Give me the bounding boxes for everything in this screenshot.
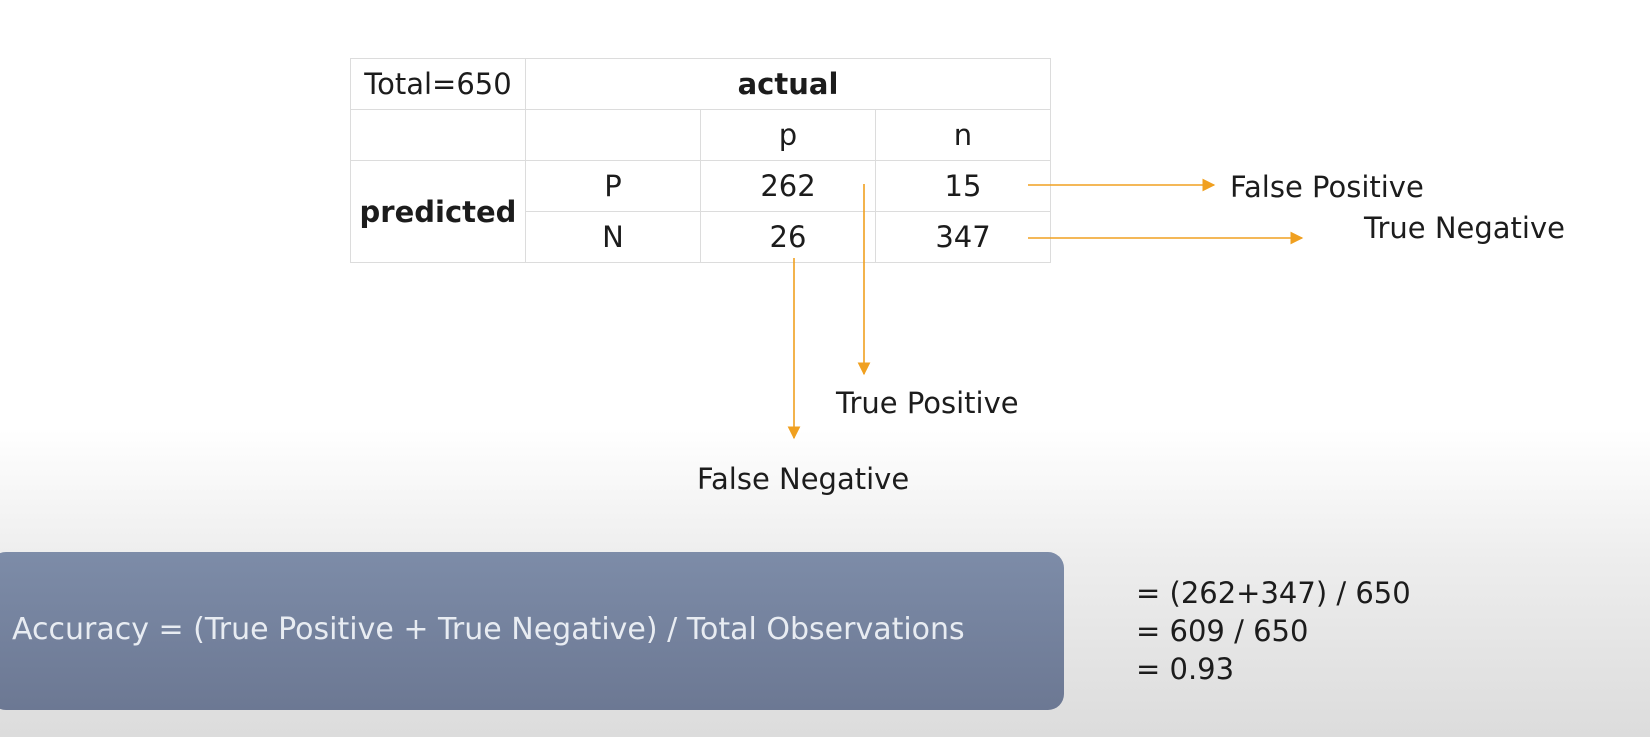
accuracy-calculation: = (262+347) / 650 = 609 / 650 = 0.93 — [1136, 574, 1411, 688]
actual-class-p: p — [700, 109, 876, 161]
predicted-class-p: P — [525, 160, 701, 212]
actual-classes-row: p n — [350, 109, 1051, 161]
accuracy-formula-text: Accuracy = (True Positive + True Negativ… — [12, 612, 965, 647]
true-negative-label: True Negative — [1364, 211, 1565, 245]
calculation-line: = 609 / 650 — [1136, 614, 1309, 648]
accuracy-formula-box — [0, 552, 1064, 710]
cell-true-negative: 347 — [875, 211, 1051, 263]
cell-false-negative: 26 — [700, 211, 876, 263]
predicted-label-cell: predicted — [350, 160, 526, 263]
calculation-line: = 0.93 — [1136, 652, 1235, 686]
header-row: Total=650 actual — [350, 58, 1051, 110]
calculation-line: = (262+347) / 650 — [1136, 576, 1411, 610]
actual-header-cell: actual — [525, 58, 1051, 110]
empty-cell — [350, 109, 526, 161]
empty-cell — [525, 109, 701, 161]
predicted-class-n: N — [525, 211, 701, 263]
false-negative-label: False Negative — [697, 462, 910, 496]
confusion-matrix-table: Total=650 actual p n predicted P 262 15 … — [350, 58, 1051, 263]
predicted-p-row: predicted P 262 15 — [350, 160, 1051, 263]
predicted-n-row: N 26 347 — [351, 211, 1051, 263]
false-positive-label: False Positive — [1230, 170, 1424, 204]
true-positive-label: True Positive — [836, 386, 1019, 420]
cell-false-positive: 15 — [875, 160, 1051, 212]
total-cell: Total=650 — [350, 58, 526, 110]
